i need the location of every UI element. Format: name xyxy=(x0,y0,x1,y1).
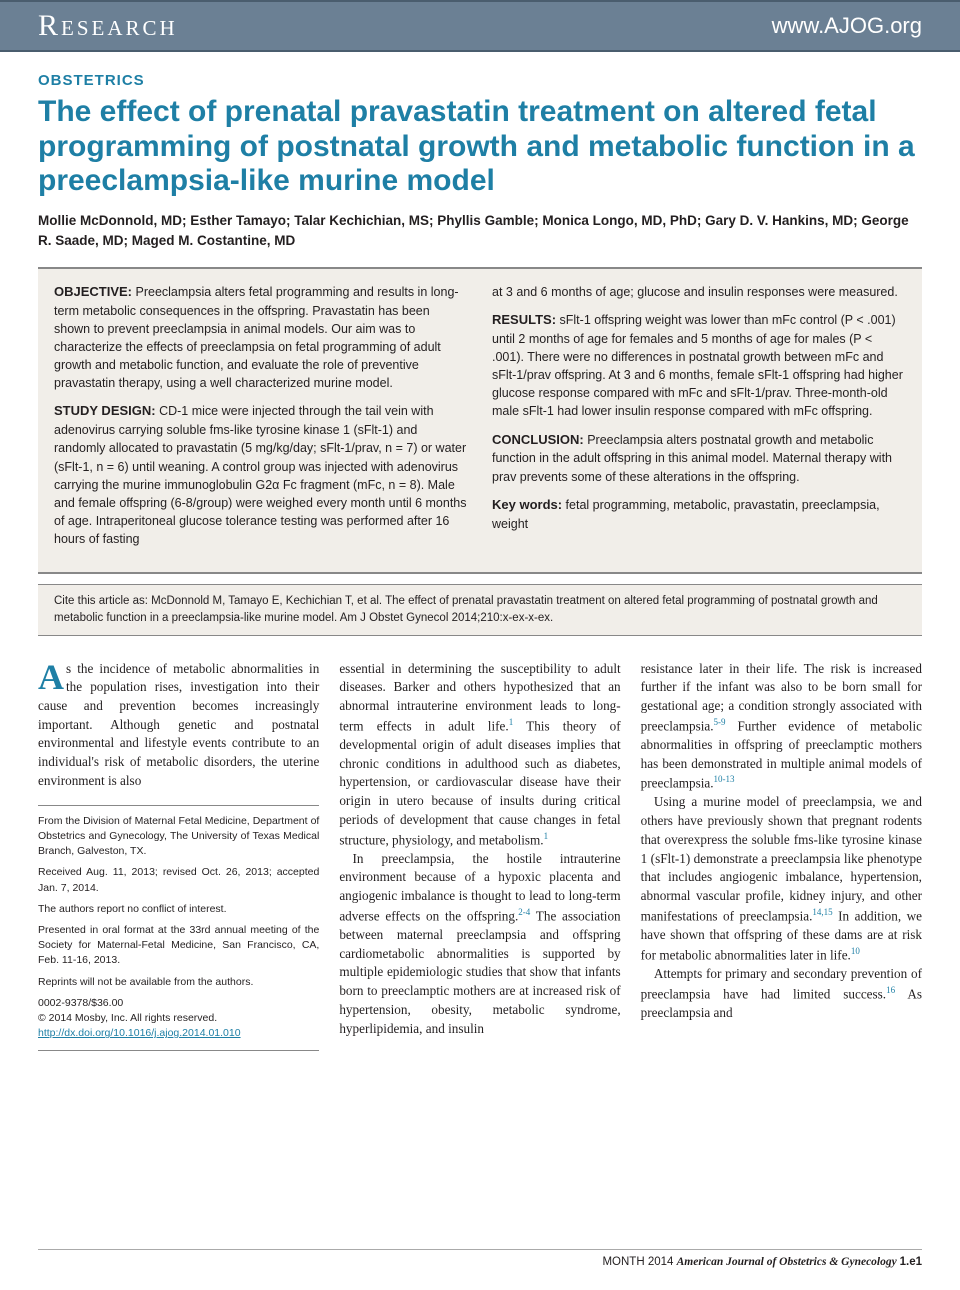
objective-text: Preeclampsia alters fetal programming an… xyxy=(54,285,459,390)
results-text: sFlt-1 offspring weight was lower than m… xyxy=(492,313,903,418)
ref-10-13[interactable]: 10-13 xyxy=(714,774,735,784)
article-content: OBSTETRICS The effect of prenatal pravas… xyxy=(0,52,960,1051)
abstract-box: OBJECTIVE: Preeclampsia alters fetal pro… xyxy=(38,267,922,574)
citation-box: Cite this article as: McDonnold M, Tamay… xyxy=(38,584,922,635)
design-heading: STUDY DESIGN: xyxy=(54,403,156,418)
abstract-col-left: OBJECTIVE: Preeclampsia alters fetal pro… xyxy=(54,283,468,558)
footer-page: 1.e1 xyxy=(900,1256,922,1268)
journal-url: www.AJOG.org xyxy=(772,13,922,39)
article-authors: Mollie McDonnold, MD; Esther Tamayo; Tal… xyxy=(38,211,922,252)
footer-month: MONTH 2014 xyxy=(602,1256,673,1268)
body-col3-p3: Attempts for primary and secondary preve… xyxy=(641,966,922,1001)
ref-1b[interactable]: 1 xyxy=(544,831,549,841)
design-continuation: at 3 and 6 months of age; glucose and in… xyxy=(492,283,906,301)
dropcap: A xyxy=(38,660,66,693)
body-col-3: resistance later in their life. The risk… xyxy=(641,660,922,1051)
body-col-1: As the incidence of metabolic abnormalit… xyxy=(38,660,319,1051)
info-conflict: The authors report no conflict of intere… xyxy=(38,902,319,917)
ref-2-4[interactable]: 2-4 xyxy=(518,907,530,917)
body-col2-p1b: This theory of developmental origin of a… xyxy=(339,718,620,847)
doi-link[interactable]: http://dx.doi.org/10.1016/j.ajog.2014.01… xyxy=(38,1027,241,1039)
ref-14-15[interactable]: 14,15 xyxy=(812,907,832,917)
info-reprints: Reprints will not be available from the … xyxy=(38,975,319,990)
body-columns: As the incidence of metabolic abnormalit… xyxy=(38,660,922,1051)
body-col3-p2: Using a murine model of preeclampsia, we… xyxy=(641,794,922,923)
article-title: The effect of prenatal pravastatin treat… xyxy=(38,95,922,199)
info-issn: 0002-9378/$36.00 xyxy=(38,997,123,1009)
conclusion-heading: CONCLUSION: xyxy=(492,432,584,447)
journal-header: Research www.AJOG.org xyxy=(0,0,960,52)
article-category: OBSTETRICS xyxy=(38,72,922,89)
design-text: CD-1 mice were injected through the tail… xyxy=(54,404,467,546)
article-info-box: From the Division of Maternal Fetal Medi… xyxy=(38,805,319,1051)
ref-5-9[interactable]: 5-9 xyxy=(714,717,726,727)
ref-16[interactable]: 16 xyxy=(886,985,895,995)
abstract-col-right: at 3 and 6 months of age; glucose and in… xyxy=(492,283,906,558)
info-affiliation: From the Division of Maternal Fetal Medi… xyxy=(38,814,319,860)
section-label: Research xyxy=(38,9,178,43)
body-col1-p1: s the incidence of metabolic abnormaliti… xyxy=(38,661,319,788)
ref-10[interactable]: 10 xyxy=(851,946,860,956)
footer-journal: American Journal of Obstetrics & Gynecol… xyxy=(677,1256,900,1268)
keywords-heading: Key words: xyxy=(492,497,562,512)
results-heading: RESULTS: xyxy=(492,312,556,327)
info-presented: Presented in oral format at the 33rd ann… xyxy=(38,923,319,969)
page-footer: MONTH 2014 American Journal of Obstetric… xyxy=(38,1249,922,1268)
body-col-2: essential in determining the susceptibil… xyxy=(339,660,620,1051)
info-dates: Received Aug. 11, 2013; revised Oct. 26,… xyxy=(38,865,319,895)
objective-heading: OBJECTIVE: xyxy=(54,284,132,299)
info-copyright: © 2014 Mosby, Inc. All rights reserved. xyxy=(38,1012,217,1024)
body-col2-p2b: The association between maternal preecla… xyxy=(339,908,620,1035)
